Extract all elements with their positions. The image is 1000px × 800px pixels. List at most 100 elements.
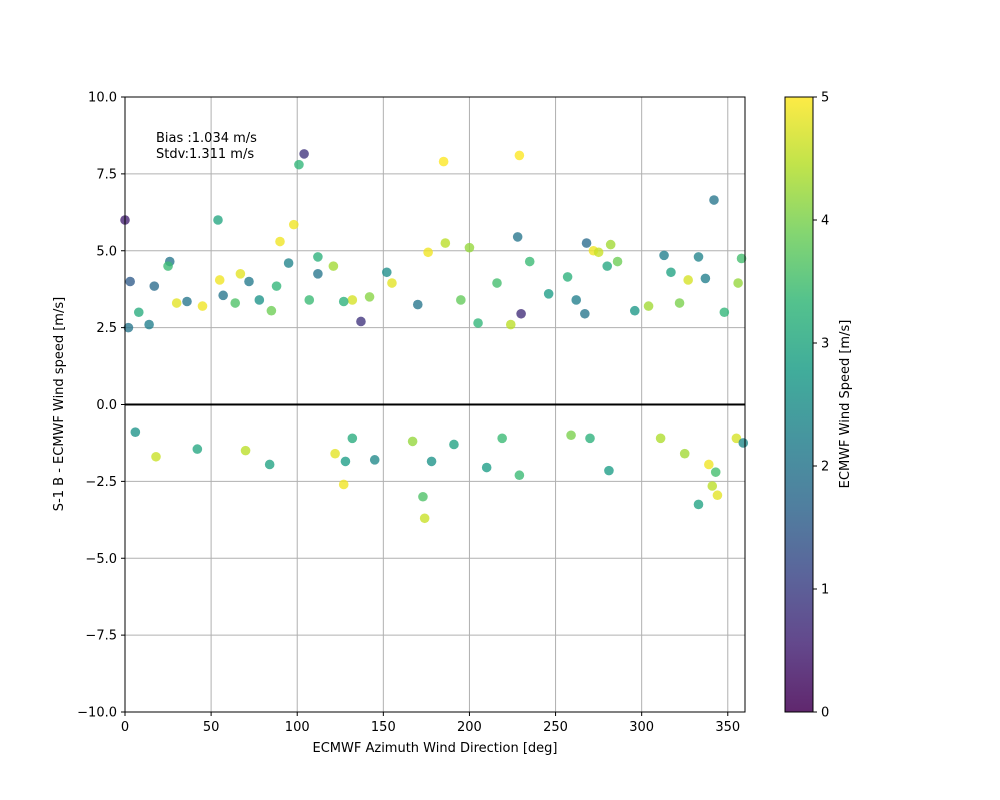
scatter-point (581, 238, 592, 248)
scatter-point (288, 219, 299, 230)
scatter-point (580, 308, 590, 319)
scatter-point (364, 292, 375, 302)
scatter-point (505, 319, 516, 330)
scatter-points (120, 149, 749, 524)
scatter-point (605, 239, 616, 250)
scatter-point (643, 301, 654, 311)
scatter-point (629, 305, 640, 316)
scatter-point (313, 252, 323, 262)
y-tick-label: 0.0 (96, 398, 117, 413)
scatter-point (566, 430, 576, 441)
scatter-point (271, 281, 282, 291)
scatter-point (369, 455, 380, 465)
scatter-point (679, 448, 690, 459)
scatter-point (275, 236, 285, 247)
scatter-point (731, 433, 742, 444)
colorbar-tick-label: 4 (821, 214, 829, 229)
scatter-point (602, 261, 613, 271)
scatter-point (612, 256, 623, 267)
scatter-point (387, 278, 397, 288)
scatter-point (163, 261, 173, 271)
scatter-point (283, 258, 294, 268)
scatter-point (562, 272, 573, 282)
scatter-point (481, 462, 492, 473)
scatter-point (659, 250, 669, 261)
scatter-point (347, 295, 358, 305)
scatter-point (709, 195, 719, 205)
x-axis-label: ECMWF Azimuth Wind Direction [deg] (313, 741, 558, 756)
scatter-point (235, 269, 246, 279)
x-tick-label: 250 (543, 720, 568, 735)
scatter-point (464, 242, 475, 253)
y-tick-label: 7.5 (96, 167, 117, 182)
scatter-point (456, 295, 466, 305)
scatter-point (693, 252, 704, 262)
scatter-point (604, 465, 614, 476)
scatter-point (440, 238, 451, 248)
scatter-point (571, 295, 582, 305)
scatter-point (130, 427, 141, 437)
scatter-point (244, 276, 254, 287)
scatter-point (123, 322, 134, 333)
scatter-point (381, 267, 392, 278)
x-tick-label: 350 (715, 720, 740, 735)
scatter-point (419, 513, 430, 524)
y-tick-label: −10.0 (77, 706, 117, 721)
scatter-point (356, 316, 366, 327)
scatter-point (264, 459, 275, 470)
scatter-point (266, 305, 277, 316)
scatter-point (738, 438, 749, 448)
scatter-point (497, 433, 507, 444)
scatter-point (585, 433, 595, 444)
scatter-point (125, 276, 135, 287)
bias-annotation: Bias :1.034 m/s (156, 131, 257, 146)
scatter-point (700, 273, 711, 284)
colorbar-tick-label: 3 (821, 337, 829, 352)
scatter-point (514, 470, 525, 481)
scatter-point (214, 275, 225, 285)
scatter-point (733, 278, 743, 288)
y-tick-label: 5.0 (96, 244, 117, 259)
y-tick-label: 2.5 (96, 321, 117, 336)
scatter-point (412, 299, 423, 310)
scatter-point (426, 456, 437, 467)
scatter-point (683, 275, 693, 285)
scatter-point (192, 444, 203, 454)
scatter-point (171, 298, 182, 308)
scatter-point (693, 499, 704, 510)
x-tick-label: 150 (371, 720, 396, 735)
scatter-point (712, 490, 723, 501)
scatter-point (593, 247, 604, 258)
scatter-point (218, 290, 228, 301)
scatter-point (449, 439, 459, 450)
scatter-point (704, 459, 714, 470)
scatter-point (666, 267, 676, 278)
scatter-point (133, 307, 144, 318)
scatter-point (213, 215, 223, 225)
colorbar-label: ECMWF Wind Speed [m/s] (838, 320, 853, 489)
x-tick-label: 0 (121, 720, 129, 735)
stdv-annotation: Stdv:1.311 m/s (156, 147, 254, 162)
colorbar-tick-label: 2 (821, 460, 829, 475)
scatter-point (423, 247, 433, 258)
scatter-point (340, 456, 351, 467)
scatter-point (492, 278, 502, 288)
colorbar (784, 96, 814, 713)
scatter-point (543, 289, 554, 299)
x-tick-label: 50 (203, 720, 220, 735)
scatter-point (330, 448, 340, 459)
scatter-point (182, 296, 192, 307)
scatter-point (407, 436, 418, 447)
colorbar-tick-label: 0 (821, 706, 829, 721)
scatter-point (512, 232, 523, 242)
scatter-point (710, 467, 721, 477)
colorbar-tick-label: 1 (821, 583, 829, 598)
scatter-point (338, 296, 349, 307)
scatter-point (418, 491, 428, 502)
scatter-point (438, 156, 449, 167)
y-tick-label: −2.5 (85, 475, 117, 490)
colorbar-tick-label: 5 (821, 91, 829, 106)
scatter-point (524, 256, 535, 267)
